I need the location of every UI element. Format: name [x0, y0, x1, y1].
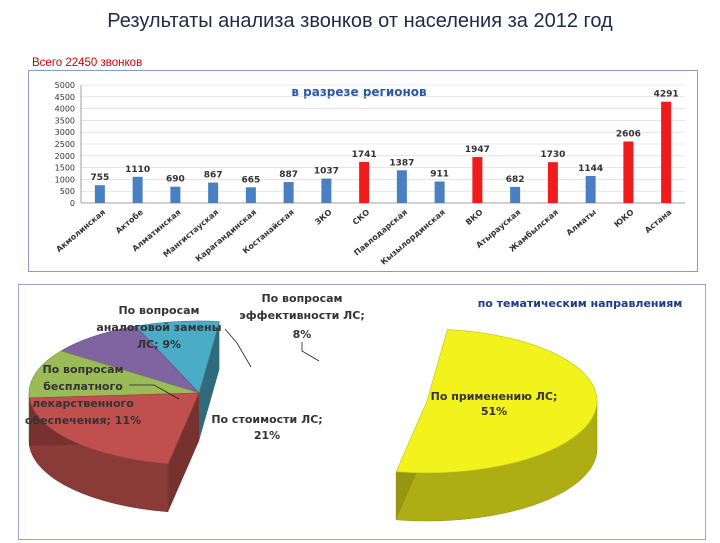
pie-label-effect: По вопросам эффективности ЛС; 8%: [239, 292, 365, 341]
bar-value-label: 1144: [578, 164, 603, 174]
bar-value-label: 755: [90, 173, 109, 183]
regions-bar-chart: в разрезе регионов0500100015002000250030…: [29, 71, 697, 271]
bar-value-label: 1037: [314, 167, 339, 177]
y-tick-label: 3500: [55, 116, 75, 125]
leader-line: [225, 329, 251, 367]
bar-ВКО: [472, 157, 482, 203]
pie-label-line: По вопросам: [118, 304, 199, 317]
x-tick-label: Астана: [643, 208, 673, 235]
bar-Актобе: [133, 177, 143, 203]
bar-СКО: [359, 162, 369, 203]
bar-Кызылординская: [435, 182, 445, 203]
bar-Астана: [661, 102, 671, 203]
bar-value-label: 682: [506, 175, 525, 185]
bar-Мангистауская: [208, 183, 218, 203]
bar-Алматинская: [170, 187, 180, 203]
bar-Павлодарская: [397, 170, 407, 203]
y-tick-label: 5000: [55, 81, 75, 90]
bar-Атырауская: [510, 187, 520, 203]
bar-value-label: 1947: [465, 145, 490, 155]
pie-label-cost: По стоимости ЛС;: [211, 413, 322, 426]
y-tick-label: 2500: [55, 140, 75, 149]
pie-label-line: обеспечения; 11%: [25, 414, 141, 427]
x-tick-label: Кызылординская: [379, 208, 447, 267]
pie-label-line: По вопросам: [42, 363, 123, 376]
bar-value-label: 911: [430, 170, 449, 180]
bar-Костанайская: [284, 182, 294, 203]
pie-label-line: аналоговой замены: [96, 321, 221, 334]
bar-Алматы: [586, 176, 596, 203]
leader-line: [302, 342, 319, 361]
bar-Акмолинская: [95, 185, 105, 203]
bar-value-label: 690: [166, 175, 185, 185]
bar-value-label: 867: [204, 171, 223, 181]
bar-value-label: 2606: [616, 129, 641, 139]
bar-value-label: 887: [279, 170, 298, 180]
bar-value-label: 4291: [654, 90, 679, 100]
bar-ЮКО: [623, 141, 633, 203]
x-tick-label: Алматы: [565, 208, 598, 238]
x-tick-label: Актобе: [113, 207, 145, 236]
x-tick-label: ВКО: [464, 208, 485, 228]
x-tick-label: СКО: [351, 208, 372, 227]
y-tick-label: 0: [70, 199, 75, 208]
pie-label-line: По вопросам: [261, 292, 342, 305]
pie-label-line: эффективности ЛС;: [239, 309, 365, 322]
x-tick-label: ЮКО: [612, 208, 635, 230]
y-tick-label: 500: [60, 187, 75, 196]
pie-label-line: ЛС; 9%: [137, 338, 181, 351]
bar-value-label: 665: [241, 175, 260, 185]
y-tick-label: 4000: [55, 105, 75, 114]
pie-label-line: бесплатного: [43, 380, 123, 393]
x-tick-label: Акмолинская: [54, 208, 107, 254]
bar-value-label: 1730: [540, 150, 565, 160]
total-calls: Всего 22450 звонков: [32, 57, 142, 69]
y-tick-label: 4500: [55, 93, 75, 102]
topics-pie-chart-panel: по тематическим направлениям По применени…: [18, 284, 706, 540]
bar-value-label: 1387: [389, 158, 414, 168]
y-tick-label: 3000: [55, 128, 75, 137]
page-title: Результаты анализа звонков от населения …: [0, 10, 720, 33]
pie-label-usage: По применению ЛС;: [431, 390, 558, 403]
y-tick-label: 1500: [55, 164, 75, 173]
bar-value-label: 1110: [125, 165, 150, 175]
y-tick-label: 1000: [55, 175, 75, 184]
x-tick-label: ЗКО: [313, 208, 334, 227]
bar-value-label: 1741: [352, 150, 377, 160]
topics-pie-chart: по тематическим направлениям По применени…: [19, 285, 705, 539]
bar-Жамбылская: [548, 162, 558, 203]
pie-label-line: лекарственного: [32, 397, 134, 410]
bar-Карагандинская: [246, 187, 256, 203]
pie-chart-title: по тематическим направлениям: [478, 297, 683, 310]
bar-ЗКО: [321, 179, 331, 203]
pie-pct-cost: 21%: [254, 429, 280, 442]
y-tick-label: 2000: [55, 152, 75, 161]
pie-pct-effect: 8%: [293, 328, 312, 341]
pie-pct-usage: 51%: [481, 405, 507, 418]
